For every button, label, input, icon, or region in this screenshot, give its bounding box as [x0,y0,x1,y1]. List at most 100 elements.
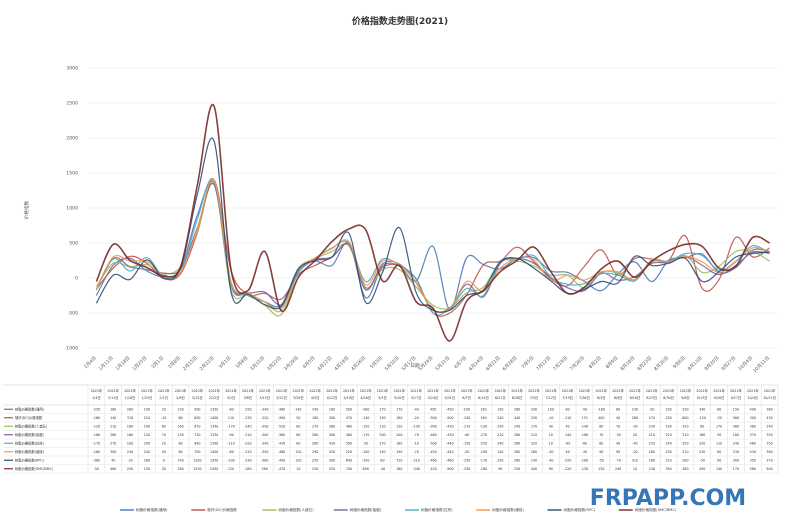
table-cell: 310 [127,416,133,420]
table-cell: 270 [649,416,655,420]
table-header-cell: 2021年 [545,388,557,393]
table-cell: -220 [564,459,571,463]
table-cell: 50 [717,433,721,437]
legend-label: 树脂价格指数(船艇) [350,507,382,512]
table-header-cell: 9/20日 [714,396,725,400]
table-cell: -340 [261,450,268,454]
table-cell: 240 [497,442,503,446]
table-cell: 280 [632,416,638,420]
table-cell: 700 [194,450,200,454]
table-cell: 50 [296,416,300,420]
table-header-cell: 2021年 [696,388,708,393]
table-header-cell: 1/11日 [108,396,119,400]
table-cell: 230 [649,425,655,429]
table-cell: 300 [329,416,335,420]
table-cell: 240 [127,450,133,454]
table-cell: 380 [750,425,756,429]
table-header-cell: 2021年 [360,388,372,393]
table-cell: 180 [110,408,116,412]
table-cell: -220 [564,467,571,471]
series-line-8 [95,103,770,342]
table-cell: 80 [296,425,300,429]
table-cell: 1330 [193,467,201,471]
x-tick-label: 1月18日 [115,355,132,372]
x-tick-label: 9月13日 [687,355,704,372]
x-tick-label: 7月12日 [535,355,552,372]
table-header-cell: 5/3日 [378,396,387,400]
x-tick-label: 3月15日 [249,355,266,372]
y-tick-label: 1000 [66,206,78,212]
table-cell: 350 [750,459,756,463]
table-header-cell: 2021年 [326,388,338,393]
table-cell: 10 [549,433,553,437]
table-header-cell: 7/26日 [579,396,590,400]
table-cell: 180 [312,416,318,420]
table-cell: 130 [177,433,183,437]
table-cell: 230 [531,416,537,420]
table-cell: -40 [380,467,385,471]
series-line-3 [95,182,770,317]
table-cell: 130 [177,408,183,412]
table-header-cell: 2021年 [158,388,170,393]
series-line-6 [95,178,770,314]
x-tick-label: 4月12日 [316,355,333,372]
x-tick-label: 4月5日 [302,355,317,370]
table-cell: 370 [766,459,772,463]
table-header-cell: 2021年 [309,388,321,393]
y-tick-label: 0 [75,276,78,282]
table-cell: 160 [127,433,133,437]
table-cell: 1390 [210,442,218,446]
table-cell: 240 [766,425,772,429]
table-cell: -10 [413,442,418,446]
table-cell: 280 [682,459,688,463]
table-header-cell: 2021年 [225,388,237,393]
y-axis-label: 价格指数 [23,200,30,219]
table-cell: 40 [549,425,553,429]
table-cell: 150 [144,467,150,471]
table-cell: 460 [346,425,352,429]
series-line-2 [95,179,770,317]
table-cell: 460 [750,442,756,446]
x-tick-label: 7月26日 [569,355,586,372]
table-cell: 1340 [210,425,218,429]
table-cell: 450 [430,408,436,412]
table-cell: 240 [514,425,520,429]
table-cell: 60 [616,408,620,412]
x-tick-label: 8月9日 [605,355,620,370]
table-header-cell: 6/21日 [495,396,506,400]
table-cell: 70 [616,425,620,429]
table-cell: 670 [194,425,200,429]
table-header-cell: 5/24日 [428,396,439,400]
table-cell: 240 [497,416,503,420]
table-header-cell: 2021年 [343,388,355,393]
table-cell: -160 [93,433,100,437]
table-cell: -50 [649,408,654,412]
table-cell: 170 [531,425,537,429]
series-line-7 [95,137,770,313]
table-header-cell: 2021年 [91,388,103,393]
table-cell: 80 [717,450,721,454]
table-cell: 60 [599,442,603,446]
table-header-cell: 2021年 [276,388,288,393]
legend-label: 玻纤(DC)价格指数 [207,507,237,512]
table-cell: 250 [312,467,318,471]
y-axis-ticks: 3000 2500 2000 1500 1000 500 0 -500 -1000 [65,66,78,352]
table-header-cell: 5/17日 [411,396,422,400]
x-tick-label: 6月14日 [468,355,485,372]
table-cell: 210 [649,433,655,437]
table-cell: 650 [194,416,200,420]
table-cell: 140 [295,408,301,412]
table-cell: 400 [750,408,756,412]
table-cell: 210 [110,425,116,429]
table-header-cell: 2021年 [646,388,658,393]
table-cell: 290 [464,408,470,412]
table-cell: 100 [548,408,554,412]
table-cell: -340 [261,442,268,446]
table-row-label: 树脂价格指数(通用) [15,407,44,412]
table-cell: 500 [346,408,352,412]
table-header-cell: 3/15日 [259,396,270,400]
table-header-cell: 2021年 [511,388,523,393]
table-cell: 380 [766,408,772,412]
table-cell: -340 [412,467,419,471]
table-cell: 290 [682,408,688,412]
